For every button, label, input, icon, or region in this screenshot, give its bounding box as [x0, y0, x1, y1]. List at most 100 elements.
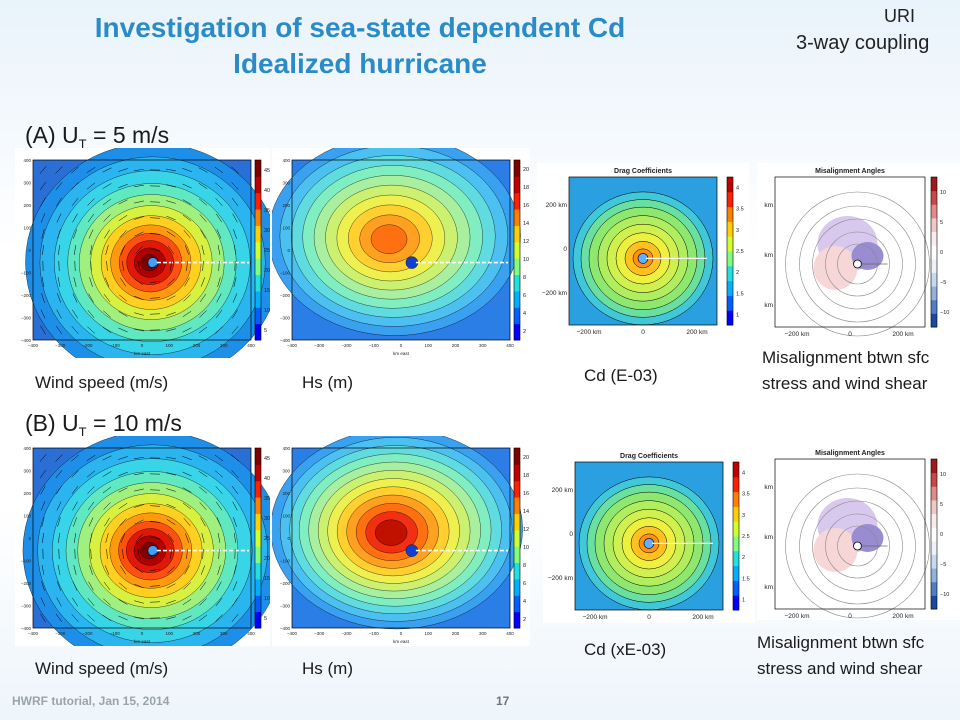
wind-arrow [39, 454, 47, 462]
colorbar-frame [732, 461, 740, 611]
colorbar-segment [514, 448, 520, 465]
wind-arrow [55, 325, 63, 335]
colorbar-tick-label: 35 [264, 208, 270, 214]
colorbar-tick-label: 4 [736, 186, 739, 192]
wind-arrow [166, 503, 176, 509]
wind-arrow [42, 245, 44, 255]
y-tick-label: −400 [21, 338, 32, 343]
colorbar-segment [514, 225, 520, 243]
x-tick-label: 0 [641, 329, 645, 336]
wind-arrow [87, 597, 95, 607]
wind-arrow [102, 486, 112, 494]
colorbar-tick-label: 8 [523, 275, 526, 281]
x-tick-label: 300 [220, 343, 228, 348]
x-tick-label: 400 [506, 631, 514, 636]
plot-frame [291, 159, 511, 341]
colorbar-segment [514, 529, 520, 547]
case-a-hs-plot: Significant Wave Height (m)−400−300−200−… [272, 148, 530, 358]
wind-arrow [40, 197, 46, 207]
wind-arrow [150, 263, 160, 269]
wind-arrow [71, 166, 79, 174]
wind-arrow [215, 198, 223, 206]
colorbar-frame [254, 159, 262, 341]
colorbar-segment [514, 192, 520, 210]
wave-height-map: Significant Wave Height (m)−400−300−200−… [272, 148, 529, 356]
wind-arrow [182, 327, 192, 333]
colorbar-segment [514, 323, 520, 341]
wind-arrow [86, 455, 96, 461]
y-tick-label: 300 [282, 181, 290, 186]
drag-coefficient-map: Drag Coefficients −200 km 0 200 km 200 km 0 −2… [542, 168, 744, 336]
colorbar-tick-label: 15 [264, 576, 270, 582]
wind-speed-map: 10–meter Wind (m/s)−400−300−200−10001002… [21, 436, 270, 646]
colorbar-tick-label: 14 [523, 509, 529, 515]
wind-arrow [134, 566, 144, 574]
wind-arrow [134, 488, 144, 492]
wind-arrow [134, 312, 144, 316]
wind-arrow [134, 616, 144, 620]
wind-arrow [103, 581, 111, 591]
misalignment-map: Misalignment Angles km km km −200 km 0 200 km 1… [764, 168, 949, 338]
slide-title: Investigation of sea-state dependent Cd … [40, 10, 680, 82]
misalignment-map: Misalignment Angles km km km −200 km 0 200 km 1… [764, 450, 949, 620]
colorbar-segment [727, 295, 733, 311]
wind-arrow [182, 214, 192, 222]
y-tick-label: −100 [21, 271, 32, 276]
colorbar-segment [514, 464, 520, 482]
x-tick-label: 0 [141, 343, 144, 348]
wind-arrow [42, 533, 44, 543]
wind-arrow [166, 328, 176, 332]
colorbar-segment [255, 464, 261, 482]
y-tick-label: 0 [28, 248, 31, 253]
wind-arrow [198, 167, 208, 173]
colorbar-segment [931, 231, 937, 246]
x-tick-label: 100 [424, 631, 432, 636]
wind-arrow [119, 582, 127, 590]
case-b-cd-caption: Cd (xE-03) [584, 640, 667, 659]
wind-arrow [40, 597, 46, 607]
case-a-hs-caption: Hs (m) [302, 373, 353, 392]
x-tick-label: −200 km [784, 613, 809, 620]
wind-arrow [56, 197, 62, 207]
wind-arrow [55, 454, 63, 462]
wind-arrow [215, 182, 223, 190]
plot-title: Misalignment Angles [815, 168, 885, 175]
x-tick-label: −100 [369, 343, 380, 348]
wind-arrow [89, 565, 93, 575]
wind-arrow [231, 182, 239, 190]
wind-arrow [150, 569, 160, 571]
wind-arrow [184, 565, 190, 575]
wind-arrow [182, 183, 192, 189]
y-tick-label: 200 [23, 203, 31, 208]
colorbar-tick-label: 5 [940, 220, 943, 226]
wind-arrow [41, 277, 45, 287]
colorbar-segment [514, 307, 520, 325]
colorbar-tick-label: 30 [264, 228, 270, 234]
wind-arrow [166, 472, 176, 476]
wind-arrow [39, 166, 47, 174]
wind-arrow [182, 502, 192, 510]
wind-arrow [167, 245, 175, 255]
x-tick-label: 300 [479, 631, 487, 636]
wind-arrow [134, 583, 144, 589]
angle-contour [785, 473, 930, 619]
colorbar-tick-label: 40 [264, 476, 270, 482]
colorbar-tick-label: 5 [940, 502, 943, 508]
colorbar-tick-label: 3.5 [736, 207, 744, 213]
wind-arrow [71, 470, 79, 478]
y-tick-label: 200 [282, 203, 290, 208]
wind-arrow [186, 548, 188, 560]
wind-arrow [166, 519, 176, 525]
drag-coefficient-map: Drag Coefficients −200 km 0 200 km 200 km 0 −2… [548, 453, 750, 621]
wind-arrow [89, 277, 93, 287]
y-tick-label: 100 [282, 514, 290, 519]
colorbar-tick-label: 35 [264, 496, 270, 502]
colorbar-tick-label: 1.5 [736, 291, 744, 297]
colorbar-tick-label: 4 [523, 311, 526, 317]
wind-arrow [118, 487, 128, 493]
case-b-cd-plot: Drag Coefficients −200 km 0 200 km 200 km 0 −2… [543, 448, 755, 623]
wind-arrow [214, 454, 224, 462]
colorbar-segment [931, 313, 937, 328]
wind-arrow [149, 233, 161, 235]
colorbar-tick-label: 2.5 [742, 534, 750, 540]
